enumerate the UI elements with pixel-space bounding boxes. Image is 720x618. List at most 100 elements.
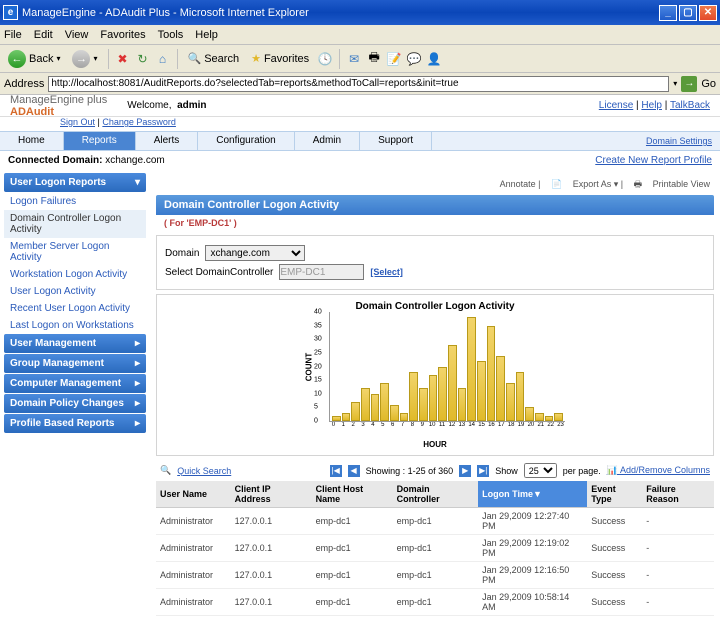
domain-settings-link[interactable]: Domain Settings	[646, 136, 712, 146]
menu-edit[interactable]: Edit	[34, 29, 53, 41]
top-actions: Annotate | 📄 Export As ▾ | 🖶 Printable V…	[156, 175, 714, 195]
sidebar-group[interactable]: Computer Management▸	[4, 374, 146, 393]
last-page-button[interactable]: ▶|	[477, 465, 489, 477]
chart-bar	[371, 394, 380, 421]
chart-bar	[506, 383, 515, 421]
column-header[interactable]: Client IP Address	[231, 481, 312, 508]
export-button[interactable]: 📄 Export As ▾	[551, 179, 618, 189]
menu-view[interactable]: View	[65, 29, 89, 41]
report-subtitle: ( For 'EMP-DC1' )	[156, 215, 714, 231]
printable-button[interactable]: 🖶 Printable View	[634, 179, 710, 189]
link-license[interactable]: License	[599, 100, 633, 111]
chart-bar	[487, 326, 496, 421]
sidebar-item[interactable]: Recent User Logon Activity	[4, 300, 146, 317]
first-page-button[interactable]: |◀	[330, 465, 342, 477]
chart-bar	[448, 345, 457, 421]
content: Annotate | 📄 Export As ▾ | 🖶 Printable V…	[150, 169, 720, 618]
tab-configuration[interactable]: Configuration	[198, 132, 294, 150]
sidebar-item[interactable]: Last Logon on Workstations	[4, 317, 146, 334]
column-header[interactable]: Event Type	[587, 481, 642, 508]
column-header[interactable]: User Name	[156, 481, 231, 508]
sidebar: User Logon Reports▾Logon FailuresDomain …	[0, 169, 150, 618]
favorites-button[interactable]: ★Favorites	[247, 50, 313, 67]
chart-bar	[380, 383, 389, 421]
tab-support[interactable]: Support	[360, 132, 432, 150]
sidebar-group[interactable]: User Management▸	[4, 334, 146, 353]
search-button[interactable]: 🔍Search	[184, 50, 244, 67]
sidebar-item[interactable]: User Logon Activity	[4, 283, 146, 300]
mail-button[interactable]: ✉	[346, 51, 362, 67]
sidebar-item[interactable]: Workstation Logon Activity	[4, 266, 146, 283]
annotate-button[interactable]: Annotate	[500, 179, 536, 189]
messenger-button[interactable]: 👤	[426, 51, 442, 67]
chart-bar	[545, 416, 554, 421]
sub-header: Sign Out | Change Password	[0, 117, 720, 131]
domain-select[interactable]: xchange.com	[205, 245, 305, 261]
table-row[interactable]: Administrator127.0.0.1emp-dc1emp-dc1Jan …	[156, 508, 714, 535]
sidebar-item[interactable]: Member Server Logon Activity	[4, 238, 146, 266]
menu-help[interactable]: Help	[195, 29, 218, 41]
chart-bar	[496, 356, 505, 421]
chart-bar	[525, 407, 534, 421]
back-button[interactable]: ←Back▾	[4, 48, 64, 70]
chart-bar	[467, 317, 476, 421]
sidebar-group[interactable]: Group Management▸	[4, 354, 146, 373]
results-table: User NameClient IP AddressClient Host Na…	[156, 481, 714, 618]
sidebar-group[interactable]: User Logon Reports▾	[4, 173, 146, 192]
tab-reports[interactable]: Reports	[64, 132, 136, 150]
chart-bar	[516, 372, 525, 421]
chart-bar	[535, 413, 544, 421]
chart-bar	[332, 416, 341, 421]
chart-bar	[458, 388, 467, 421]
column-header[interactable]: Domain Controller	[393, 481, 478, 508]
go-button[interactable]: →	[681, 76, 697, 92]
next-page-button[interactable]: ▶	[459, 465, 471, 477]
column-header[interactable]: Failure Reason	[642, 481, 714, 508]
print-button[interactable]: 🖶	[366, 51, 382, 67]
new-report-link[interactable]: Create New Report Profile	[595, 155, 712, 166]
sidebar-item[interactable]: Logon Failures	[4, 193, 146, 210]
ie-icon: e	[3, 5, 18, 20]
select-dc-link[interactable]: [Select]	[370, 267, 403, 277]
sidebar-item[interactable]: Domain Controller Logon Activity	[4, 210, 146, 238]
y-axis-label: COUNT	[305, 353, 314, 381]
forward-button[interactable]: →▾	[68, 48, 101, 70]
tab-alerts[interactable]: Alerts	[136, 132, 199, 150]
address-bar: Address ▾ → Go	[0, 73, 720, 95]
tab-admin[interactable]: Admin	[295, 132, 360, 150]
table-row[interactable]: Administrator127.0.0.1emp-dc1emp-dc1Jan …	[156, 535, 714, 562]
maximize-button[interactable]: ▢	[679, 5, 697, 21]
prev-page-button[interactable]: ◀	[348, 465, 360, 477]
signout-link[interactable]: Sign Out	[60, 117, 95, 127]
link-talkback[interactable]: TalkBack	[670, 100, 710, 111]
table-row[interactable]: Administrator127.0.0.1emp-dc1emp-dc1Jan …	[156, 589, 714, 616]
sidebar-group[interactable]: Profile Based Reports▸	[4, 414, 146, 433]
home-button[interactable]: ⌂	[155, 51, 171, 67]
close-button[interactable]: ✕	[699, 5, 717, 21]
add-remove-columns-link[interactable]: 📊 Add/Remove Columns	[607, 465, 710, 476]
address-input[interactable]	[48, 76, 669, 92]
discuss-button[interactable]: 💬	[406, 51, 422, 67]
column-header[interactable]: Logon Time▼	[478, 481, 587, 508]
menu-favorites[interactable]: Favorites	[100, 29, 145, 41]
page-size-select[interactable]: 25	[524, 463, 557, 478]
minimize-button[interactable]: _	[659, 5, 677, 21]
edit-button[interactable]: 📝	[386, 51, 402, 67]
address-label: Address	[4, 78, 44, 90]
stop-button[interactable]: ✖	[115, 51, 131, 67]
refresh-button[interactable]: ↻	[135, 51, 151, 67]
chart-bar	[554, 413, 563, 421]
table-row[interactable]: Administrator127.0.0.1emp-dc1emp-dc1Jan …	[156, 562, 714, 589]
column-header[interactable]: Client Host Name	[312, 481, 393, 508]
quick-search-link[interactable]: Quick Search	[177, 466, 231, 476]
menu-tools[interactable]: Tools	[158, 29, 184, 41]
filter-box: Domain xchange.com Select DomainControll…	[156, 235, 714, 290]
link-help[interactable]: Help	[641, 100, 662, 111]
browser-toolbar: ←Back▾ →▾ ✖ ↻ ⌂ 🔍Search ★Favorites 🕓 ✉ 🖶…	[0, 45, 720, 73]
tab-home[interactable]: Home	[0, 132, 64, 150]
sidebar-group[interactable]: Domain Policy Changes▸	[4, 394, 146, 413]
go-label: Go	[701, 78, 716, 90]
history-button[interactable]: 🕓	[317, 51, 333, 67]
changepw-link[interactable]: Change Password	[102, 117, 176, 127]
menu-file[interactable]: File	[4, 29, 22, 41]
